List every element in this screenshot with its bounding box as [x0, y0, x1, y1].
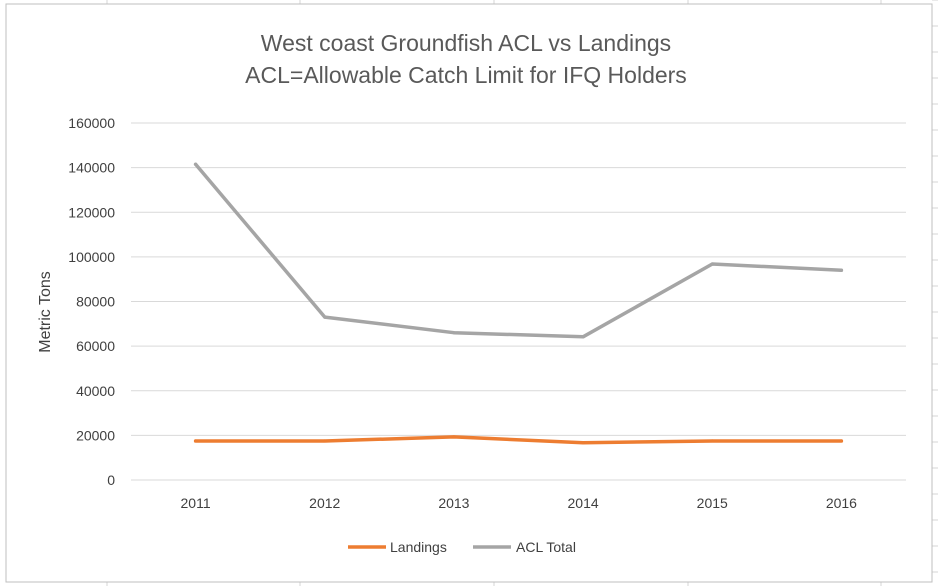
data-point-landings-2011[interactable]: [193, 439, 198, 443]
plot-gridlines: [131, 122, 906, 481]
x-tick-label-2016: 2016: [826, 495, 857, 511]
data-point-landings-2016[interactable]: [839, 439, 844, 443]
data-point-acl-total-2012[interactable]: [323, 315, 327, 319]
series-line-acl-total[interactable]: [193, 162, 844, 339]
chart-subtitle: ACL=Allowable Catch Limit for IFQ Holder…: [245, 62, 687, 88]
y-axis-tick-labels: 0 20000 40000 60000 80000 100000 120000 140000 1…: [68, 115, 115, 488]
plot-series: [193, 162, 844, 445]
series-line-landings[interactable]: [193, 435, 844, 445]
chart-legend[interactable]: Landings ACL Total: [348, 539, 576, 555]
data-point-acl-total-2011[interactable]: [193, 162, 198, 166]
x-axis-tick-labels: 2011 2012 2013 2014 2015 2016: [181, 495, 858, 511]
x-tick-label-2015: 2015: [697, 495, 728, 511]
x-tick-label-2012: 2012: [309, 495, 340, 511]
y-tick-label-100000: 100000: [68, 249, 115, 265]
y-tick-label-20000: 20000: [76, 427, 115, 443]
data-point-landings-2014[interactable]: [581, 441, 585, 445]
x-tick-label-2014: 2014: [568, 495, 599, 511]
y-tick-label-40000: 40000: [76, 383, 115, 399]
legend-label-acl-total: ACL Total: [516, 539, 576, 555]
y-tick-label-120000: 120000: [68, 204, 115, 220]
data-point-acl-total-2013[interactable]: [452, 331, 456, 335]
y-tick-label-60000: 60000: [76, 338, 115, 354]
data-point-landings-2013[interactable]: [452, 435, 456, 439]
y-tick-label-0: 0: [107, 472, 115, 488]
x-tick-label-2013: 2013: [438, 495, 469, 511]
chart-title: West coast Groundfish ACL vs Landings: [261, 30, 671, 56]
data-point-acl-total-2016[interactable]: [839, 268, 844, 272]
y-tick-label-140000: 140000: [68, 160, 115, 176]
data-point-acl-total-2014[interactable]: [581, 335, 585, 339]
data-point-landings-2012[interactable]: [323, 439, 327, 443]
y-tick-label-80000: 80000: [76, 294, 115, 310]
y-tick-label-160000: 160000: [68, 115, 115, 131]
legend-label-landings: Landings: [390, 539, 447, 555]
y-axis-title: Metric Tons: [37, 271, 54, 353]
chart-area[interactable]: [5, 3, 933, 583]
data-point-landings-2015[interactable]: [710, 439, 714, 443]
data-point-acl-total-2015[interactable]: [710, 262, 714, 266]
x-tick-label-2011: 2011: [181, 495, 211, 511]
